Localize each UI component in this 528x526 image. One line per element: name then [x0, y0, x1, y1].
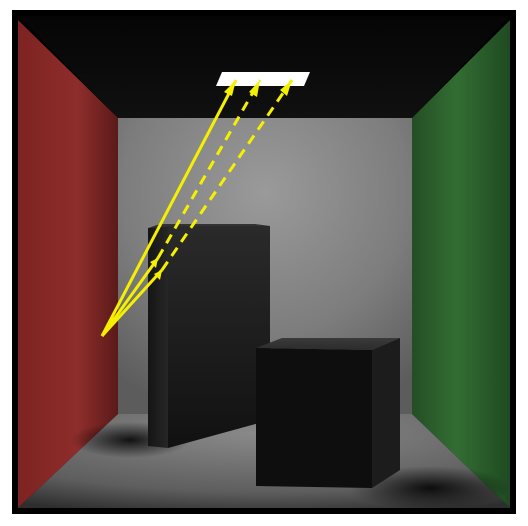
ray-to-light-left	[100, 79, 238, 337]
short-box-shadow	[350, 466, 510, 510]
ray-right-arrowhead	[280, 80, 292, 96]
area-light	[216, 72, 310, 86]
right-wall-green	[412, 20, 510, 508]
short-box-top	[256, 338, 400, 350]
ray-segment-right-lower	[100, 268, 164, 338]
left-wall-red	[18, 20, 118, 508]
ray-mid-arrowhead	[249, 80, 260, 97]
ray-mid-hit-arrowhead	[150, 258, 158, 268]
tall-box-front	[168, 226, 270, 448]
shadow-rays	[100, 79, 294, 338]
ray-segment-mid-lower	[100, 257, 160, 337]
short-box-front	[256, 348, 372, 488]
short-box-right-side	[372, 338, 400, 488]
ray-right-hit-arrowhead	[154, 270, 162, 280]
ceiling	[18, 16, 510, 118]
ray-to-light-right	[160, 79, 294, 271]
ray-to-light-mid	[156, 79, 262, 259]
ray-left-arrowhead	[224, 80, 236, 96]
